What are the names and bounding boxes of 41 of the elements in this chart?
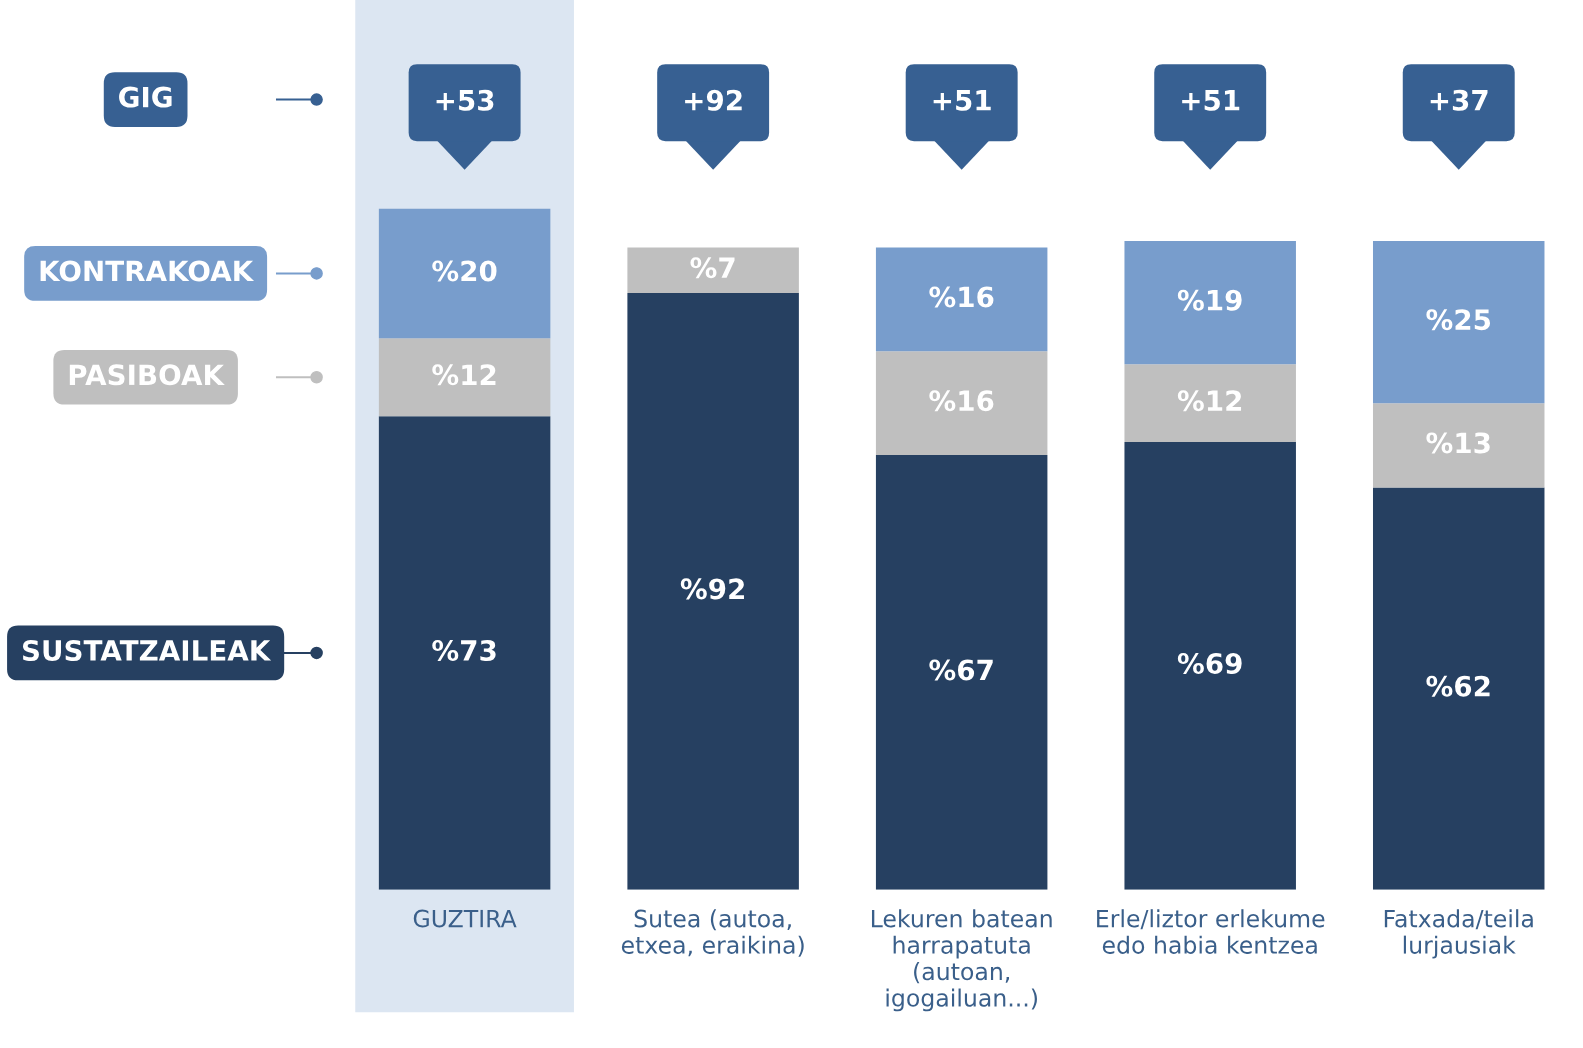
data-label: %12 [432,364,496,386]
legend-label: SUSTATZAILEAK [22,640,272,662]
data-label: %25 [1426,309,1491,331]
bar [1124,240,1296,365]
bar [1372,403,1545,488]
data-label: %7 [690,257,735,279]
text: GIG [119,86,172,108]
bar [1124,442,1296,890]
text: +51 [1182,90,1240,111]
data-label: %12 [1177,390,1242,412]
x-tick-label: Erle/liztor erlekume edo habia kentzea [1097,909,1325,954]
bar [378,338,551,417]
bar [627,292,799,890]
data-label: %62 [1426,675,1490,697]
data-label: %16 [929,390,994,412]
data-label: %16 [929,286,994,308]
bar [875,351,1048,456]
text: +92 [685,89,742,111]
legend-label: PASIBOAK [69,364,225,386]
bar [875,247,1048,352]
data-label: %73 [432,640,496,662]
text: +53 [436,89,494,111]
x-tick-label: Fatxada/teila lurjausiak [1384,909,1533,959]
bar [1372,487,1545,890]
bar [1124,364,1296,443]
data-label: %19 [1177,289,1242,311]
data-label: %20 [432,260,497,282]
text: +51 [933,90,991,111]
data-label: %92 [680,578,744,600]
x-tick-label: GUZTIRA [413,909,517,928]
data-label: %67 [929,659,993,681]
x-tick-label: Sutea (autoa, etxea, eraikina) [621,909,804,957]
bar [875,455,1048,890]
x-tick-label: Lekuren batean harrapatuta (autoan, igogailuan...) [871,909,1052,1012]
bar [1372,240,1545,404]
bar [627,247,799,293]
text: +37 [1430,89,1488,111]
data-label: %13 [1426,432,1490,454]
bar [378,208,551,339]
legend-label: KONTRAKOAK [40,260,255,282]
data-label: %69 [1177,652,1242,674]
